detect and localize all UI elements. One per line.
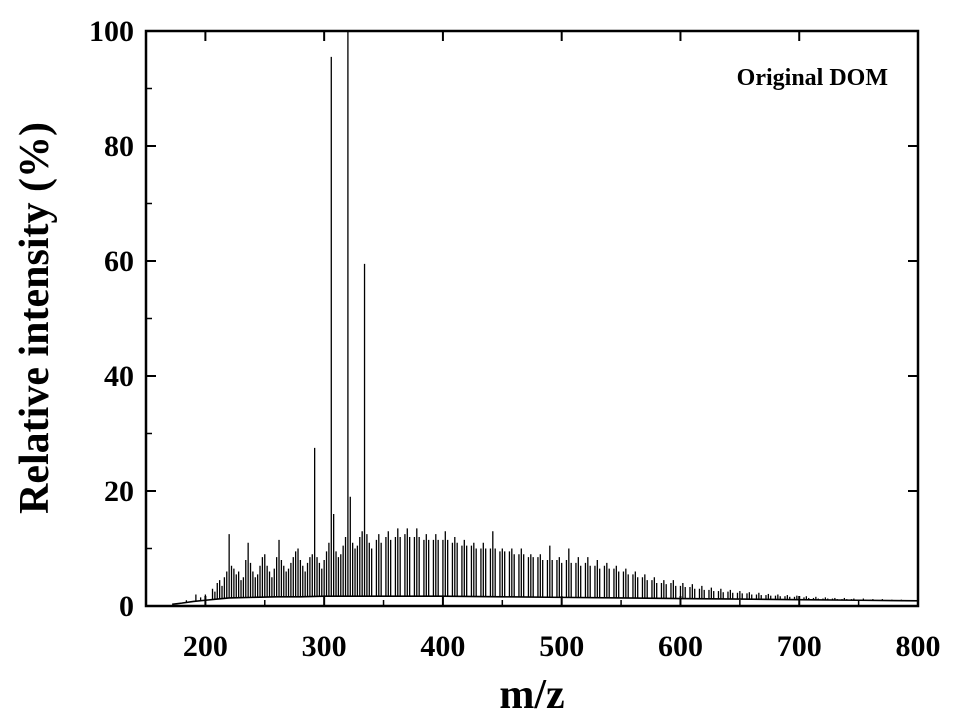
x-tick-label: 500 — [539, 630, 584, 663]
y-tick-label: 100 — [89, 15, 134, 48]
plot-frame — [144, 29, 920, 608]
x-tick-label: 400 — [420, 630, 465, 663]
x-tick-label: 800 — [896, 630, 941, 663]
x-axis-title: m/z — [499, 672, 564, 716]
y-tick-label: 60 — [104, 245, 134, 278]
x-axis-ticks: 200 300 400 500 600 700 800 — [183, 31, 941, 663]
x-tick-label: 200 — [183, 630, 228, 663]
y-tick-label: 20 — [104, 475, 134, 508]
x-tick-label: 600 — [658, 630, 703, 663]
y-tick-label: 40 — [104, 360, 134, 393]
spectrum-series — [172, 31, 919, 606]
y-axis-title: Relative intensity (%) — [12, 122, 58, 514]
x-tick-label: 700 — [777, 630, 822, 663]
y-axis-ticks: 0 20 40 60 80 100 — [89, 15, 918, 623]
x-tick-label: 300 — [302, 630, 347, 663]
y-tick-label: 0 — [119, 590, 134, 623]
annotation-label: Original DOM — [737, 65, 888, 91]
y-tick-label: 80 — [104, 130, 134, 163]
